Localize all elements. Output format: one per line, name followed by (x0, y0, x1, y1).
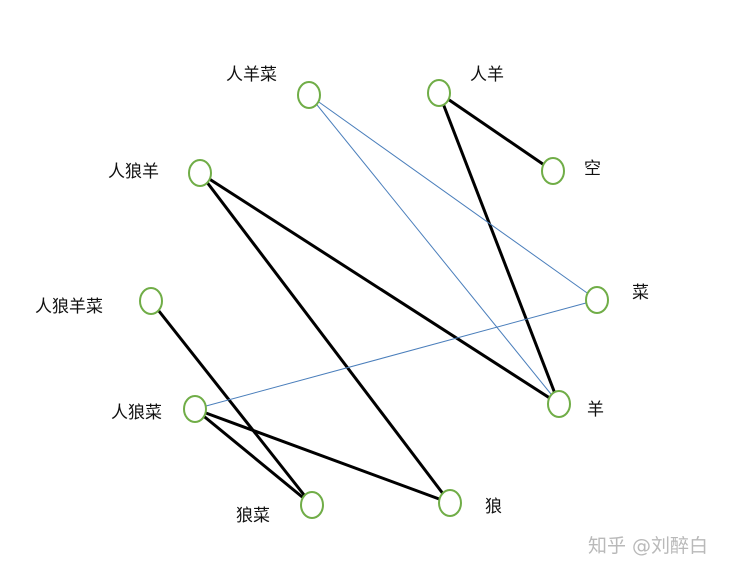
edge-rlc-lc (194, 407, 313, 507)
edge-rsc-yang (308, 94, 560, 405)
edge-rls-lang (198, 172, 452, 504)
node-lang: 狼 (438, 489, 502, 517)
node-circle (541, 157, 565, 185)
node-circle (183, 395, 207, 423)
node-label: 人狼羊 (108, 162, 159, 182)
node-lc: 狼菜 (236, 491, 324, 526)
edges-layer (149, 91, 598, 507)
node-circle (188, 159, 212, 187)
node-label: 菜 (632, 283, 649, 303)
node-label: 人狼菜 (111, 403, 162, 423)
node-yang: 羊 (547, 390, 604, 420)
node-rlsc: 人狼羊菜 (35, 287, 163, 317)
node-label: 人狼羊菜 (35, 297, 103, 317)
node-rlc: 人狼菜 (111, 395, 207, 423)
edge-rs-yang (437, 92, 561, 405)
node-rls: 人狼羊 (108, 159, 212, 187)
edge-rlc-lang (194, 407, 451, 505)
node-cai: 菜 (585, 283, 649, 314)
node-label: 人羊菜 (226, 65, 277, 85)
node-circle (438, 489, 462, 517)
node-circle (297, 81, 321, 109)
node-label: 人羊 (470, 65, 504, 85)
node-rs: 人羊 (427, 65, 504, 107)
node-label: 空 (584, 159, 601, 179)
node-label: 狼菜 (236, 506, 270, 526)
node-kong: 空 (541, 157, 601, 185)
node-rsc: 人羊菜 (226, 65, 321, 109)
edge-rs-kong (438, 91, 554, 173)
node-circle (547, 390, 571, 418)
node-circle (139, 287, 163, 315)
edge-rsc-cai (308, 94, 598, 301)
node-label: 狼 (485, 497, 502, 517)
node-circle (300, 491, 324, 519)
node-circle (585, 286, 609, 314)
watermark: 知乎 @刘醉白 (588, 535, 708, 557)
edge-rlsc-lc (149, 300, 314, 506)
edge-rls-yang (199, 171, 560, 406)
node-label: 羊 (587, 400, 604, 420)
node-circle (427, 79, 451, 107)
edge-rlc-cai (194, 299, 598, 410)
